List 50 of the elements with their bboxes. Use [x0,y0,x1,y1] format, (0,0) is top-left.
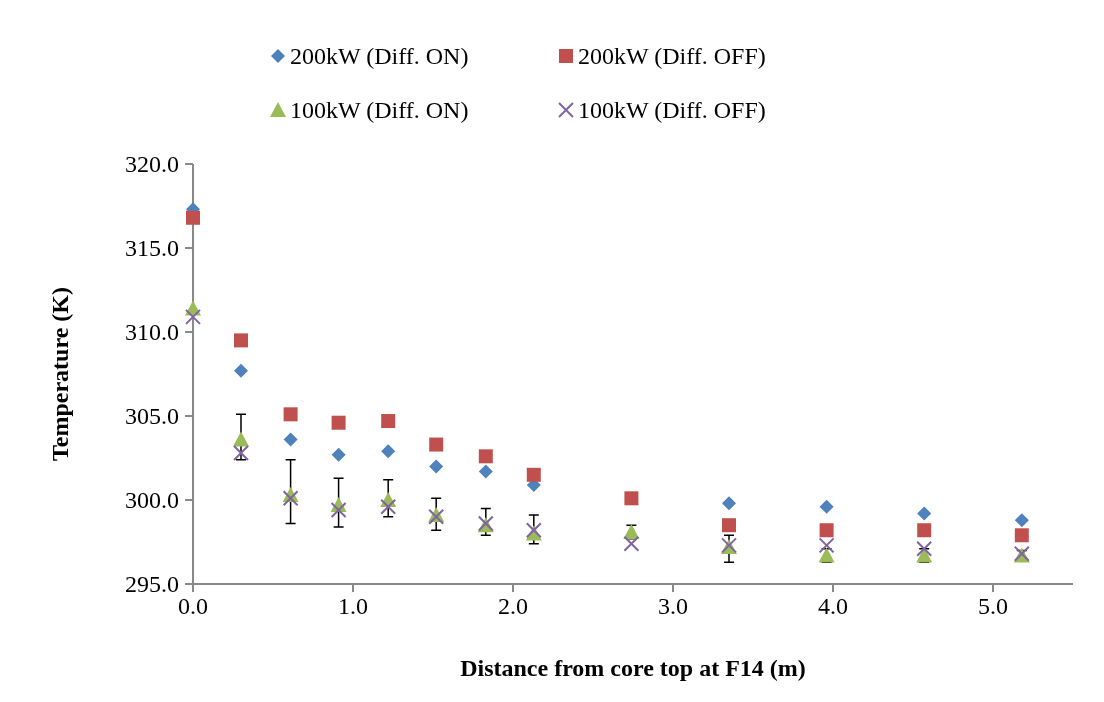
point [624,491,639,506]
point [917,506,932,521]
legend-label: 100kW (Diff. OFF) [578,97,766,124]
y-axis-title: Temperature (K) [47,287,73,461]
legend-label: 200kW (Diff. ON) [290,43,469,70]
point [819,499,834,514]
point [381,444,396,459]
y-tick-label: 295.0 [125,571,179,598]
point [234,333,248,348]
point [429,459,444,474]
point [478,449,493,464]
x-tick-label: 2.0 [498,593,528,619]
point [478,464,493,479]
point [526,467,541,482]
point [1014,528,1029,543]
x-tick-label: 5.0 [978,593,1008,619]
legend-label: 200kW (Diff. OFF) [578,43,766,70]
x-tick-label: 4.0 [818,593,848,619]
point [233,444,249,461]
point [429,437,444,452]
point [380,498,397,515]
point [283,407,298,422]
point [819,523,834,538]
x-tick-label: 1.0 [338,593,368,619]
y-tick-label: 315.0 [125,235,179,262]
point [330,502,347,519]
x-tick-label: 3.0 [658,593,688,619]
point [234,363,248,378]
point [282,490,299,507]
point [722,518,736,533]
y-tick-label: 310.0 [125,319,179,346]
point [381,414,396,429]
point [185,308,201,325]
y-tick-label: 300.0 [125,487,179,514]
legend-label: 100kW (Diff. ON) [290,97,469,124]
y-tick-label: 305.0 [125,403,179,430]
point [917,523,932,538]
x-tick-label: 0.0 [178,593,208,619]
point [283,432,298,447]
point [186,210,200,225]
point [916,540,933,557]
point [623,535,640,552]
point [331,415,346,430]
x-axis-title: Distance from core top at F14 (m) [460,655,806,681]
point [331,447,346,462]
point [1014,513,1029,528]
y-tick-label: 320.0 [125,151,179,178]
point [722,496,736,511]
point [818,537,835,554]
point [233,431,249,447]
